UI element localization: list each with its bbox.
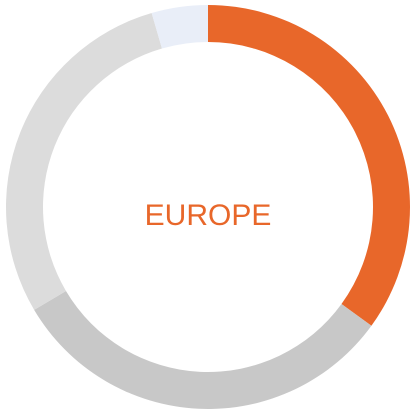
donut-segment: [151, 5, 208, 49]
donut-segment: [34, 290, 372, 409]
center-label: EUROPE: [145, 199, 272, 232]
donut-segment: [208, 5, 410, 326]
donut-segment: [6, 13, 162, 310]
